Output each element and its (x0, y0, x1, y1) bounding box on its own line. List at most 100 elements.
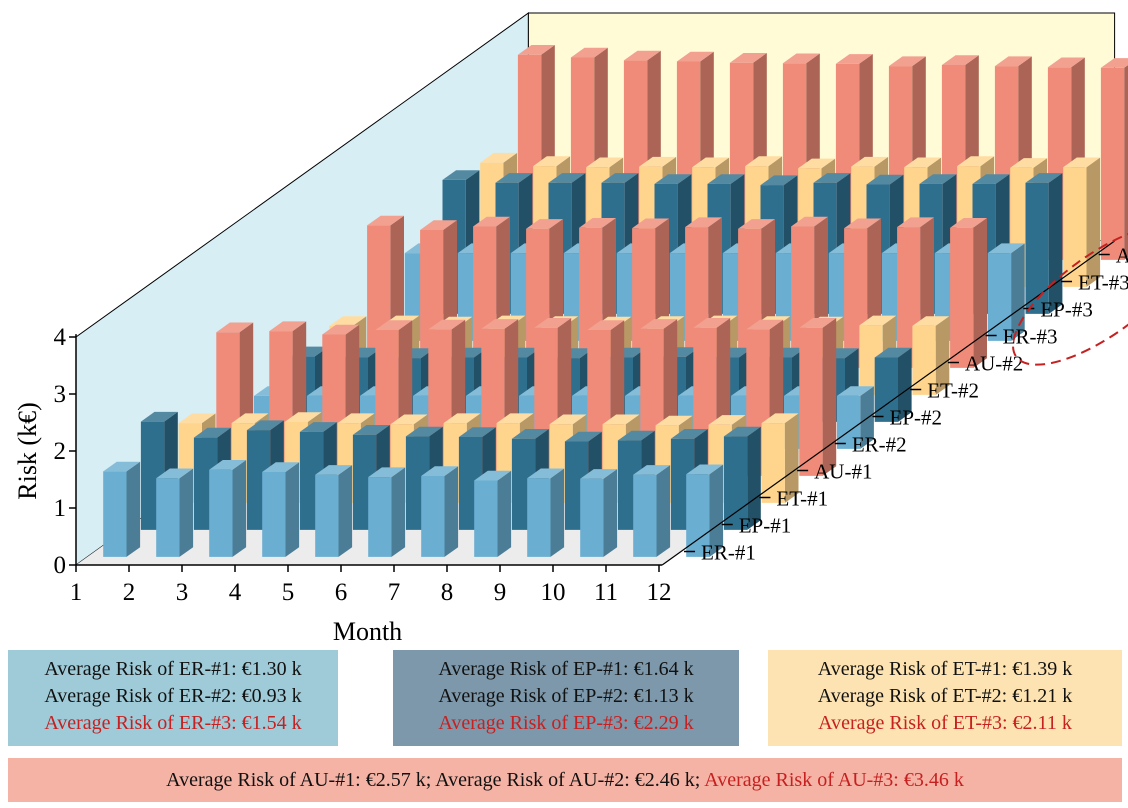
bar-front (799, 327, 823, 476)
depth-tick-label: EP-#3 (1040, 298, 1093, 322)
bar-top (640, 319, 678, 329)
x-tick-label: 4 (229, 579, 242, 606)
bar-top (761, 413, 799, 424)
bar (209, 460, 247, 557)
bar-side (391, 467, 406, 557)
summary-ep-2: Average Risk of EP-#2: €1.13 k (438, 685, 694, 707)
y-tick-label: 3 (54, 381, 67, 408)
bar-top (299, 422, 337, 432)
summary-er-3: Average Risk of ER-#3: €1.54 k (44, 712, 302, 734)
bar-top (791, 216, 828, 227)
bar-top (322, 324, 360, 335)
bar-top (654, 174, 692, 184)
x-tick-label: 2 (123, 579, 136, 606)
bar-top (987, 243, 1025, 254)
bar (1100, 58, 1128, 260)
summary-au-2: Average Risk of AU-#2: €2.46 k; (435, 769, 701, 791)
bar-side (550, 468, 565, 557)
x-tick-label: 12 (647, 579, 672, 606)
bar-front (874, 357, 898, 422)
bar-side (656, 465, 671, 557)
bar-side (444, 466, 459, 557)
bar-front (950, 227, 974, 368)
y-axis-label: Risk (k€) (13, 402, 42, 500)
bar-front (156, 478, 180, 557)
bar-top (1010, 158, 1048, 168)
bar-top (579, 218, 616, 228)
bar-top (337, 413, 375, 424)
depth-tick-label: ER-#3 (1003, 325, 1058, 349)
x-tick-label: 10 (541, 579, 566, 606)
bar-side (603, 469, 618, 557)
bar-front (1063, 167, 1087, 287)
x-tick-label: 6 (335, 579, 348, 606)
bar-top (140, 411, 178, 422)
bar-side (973, 218, 987, 368)
bar-top (375, 320, 413, 330)
bar-top (746, 319, 784, 330)
bar-side (784, 413, 799, 503)
bar-top (866, 174, 904, 185)
x-axis-label: Month (333, 617, 402, 646)
bar-top (738, 219, 775, 229)
bar (1063, 157, 1101, 287)
bar-front (1025, 182, 1049, 314)
bar-top (352, 425, 390, 435)
bar-top (517, 45, 555, 55)
bar-top (837, 386, 874, 396)
bar-top (623, 50, 661, 61)
bar-top (693, 318, 731, 328)
bar-top (919, 174, 957, 184)
bar-top (601, 173, 639, 183)
bar-side (747, 426, 761, 530)
bar-top (269, 321, 307, 332)
bar-top (782, 53, 820, 64)
y-tick-label: 4 (54, 324, 67, 351)
bar-side (1086, 157, 1101, 287)
bar (686, 464, 724, 557)
bar-side (1124, 65, 1128, 260)
bar-top (421, 466, 459, 476)
bar-top (1063, 157, 1101, 168)
bar-top (835, 54, 873, 64)
bar-top (548, 173, 586, 183)
bar (723, 426, 761, 530)
bar-top (284, 412, 322, 422)
bar-top (156, 468, 194, 479)
bar-top (633, 465, 671, 475)
bar-top (315, 465, 353, 475)
bar-top (670, 429, 708, 439)
bar-top (888, 56, 926, 67)
x-tick-label: 5 (282, 579, 295, 606)
x-tick-label: 8 (441, 579, 454, 606)
depth-axis-line (661, 240, 1115, 566)
bar (912, 316, 950, 395)
bar (474, 470, 512, 557)
bar-front (103, 471, 127, 557)
bar-top (216, 322, 254, 333)
summary-box-au: Average Risk of AU-#1: €2.57 k; Average … (8, 758, 1122, 802)
bar-top (246, 420, 284, 431)
summary-au-3: Average Risk of AU-#3: €3.46 k (704, 769, 964, 791)
summary-box-er: Average Risk of ER-#1: €1.30 k Average R… (8, 650, 338, 746)
bar-top (420, 220, 457, 230)
bar-top (193, 427, 231, 438)
summary-box-et: Average Risk of ET-#1: €1.39 k Average R… (768, 650, 1122, 746)
bar-top (570, 47, 608, 58)
bar-front (1100, 67, 1125, 260)
bar-top (897, 217, 934, 228)
bar-top (676, 51, 714, 62)
bar-front (912, 325, 936, 395)
depth-tick-label: EP-#2 (890, 406, 943, 430)
bar-top (580, 469, 618, 479)
bar-top (723, 426, 761, 437)
bar-top (904, 157, 942, 168)
bar-top (458, 427, 496, 437)
bar-top (443, 413, 481, 424)
y-tick-label: 1 (54, 495, 67, 522)
bar-top (442, 170, 480, 180)
bar-top (708, 415, 746, 425)
bar-top (707, 174, 745, 184)
